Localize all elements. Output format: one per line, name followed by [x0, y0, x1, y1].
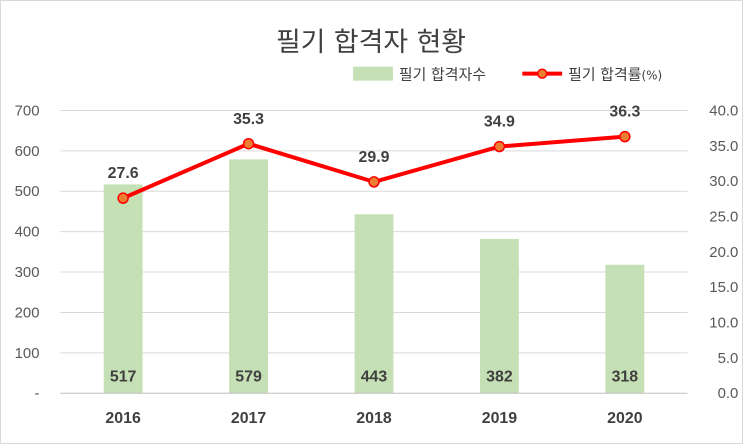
bar-value-label: 318: [612, 368, 639, 385]
x-tick-label: 2017: [231, 410, 267, 427]
data-labels: 517 579 443 382 318 27.6 35.3 29.9 34.9 36.3: [108, 104, 641, 386]
y-right-tick-label: 20.0: [709, 244, 738, 261]
bar-value-label: 579: [235, 368, 262, 385]
line-value-label: 27.6: [108, 165, 139, 182]
y-right-tick-label: 35.0: [709, 138, 738, 155]
bar: [229, 159, 268, 394]
y-right-tick-label: 5.0: [718, 350, 739, 367]
bar-value-label: 382: [486, 368, 513, 385]
legend-label-line-name: 필기 합격률: [568, 66, 641, 84]
legend-label-line-suffix: (%): [642, 69, 663, 83]
x-tick-label: 2019: [482, 410, 518, 427]
line-point: [242, 138, 255, 150]
legend-swatch-bar: [353, 66, 393, 81]
line-point: [619, 130, 631, 143]
y-right-tick-label: 10.0: [709, 315, 738, 332]
chart-title: 필기 합격자 현황: [276, 27, 466, 58]
y-left-tick-label: 300: [15, 264, 40, 281]
y-right-tick-label: 15.0: [709, 279, 738, 296]
x-tick-label: 2016: [105, 410, 141, 427]
y-right-tick-label: 40.0: [709, 102, 738, 119]
line-series: [117, 130, 631, 204]
y-left-tick-label: 500: [15, 183, 40, 200]
y-right-tick-label: 30.0: [709, 173, 738, 190]
y-left-tick-label: 600: [15, 143, 40, 160]
line-value-label: 36.3: [609, 104, 640, 121]
x-tick-label: 2020: [607, 410, 643, 427]
line-path: [122, 134, 626, 200]
legend-swatch-marker: [537, 68, 548, 79]
legend-label-bar: 필기 합격자수: [399, 66, 486, 84]
bar: [354, 214, 394, 394]
y-left-tick-label: 400: [15, 224, 40, 241]
line-value-label: 34.9: [484, 114, 515, 131]
y-left-tick-label: 700: [15, 102, 40, 119]
y-left-tick-label: -: [35, 385, 40, 402]
y-right-tick-label: 25.0: [709, 209, 738, 226]
y-left-tick-label: 100: [15, 345, 40, 362]
bar-value-label: 517: [110, 368, 137, 385]
line-value-label: 29.9: [359, 149, 390, 166]
line-point: [117, 192, 129, 204]
legend: 필기 합격자수 필기 합격률(%): [353, 66, 662, 84]
line-value-label: 35.3: [233, 111, 264, 128]
bar: [480, 238, 519, 394]
bar-value-label: 443: [361, 368, 388, 385]
y-left-tick-label: 200: [15, 304, 40, 321]
line-point: [368, 176, 380, 188]
legend-label-line: 필기 합격률(%): [568, 66, 662, 84]
x-tick-label: 2018: [356, 410, 392, 427]
bar: [103, 184, 143, 394]
axes: - 100 200 300 400 500 600 700 0.0 5.0 10.0 15.0 20.0…: [15, 102, 739, 427]
bar: [605, 264, 645, 394]
bar-series: [103, 159, 645, 394]
line-point: [493, 140, 506, 153]
y-right-tick-label: 0.0: [718, 385, 739, 402]
